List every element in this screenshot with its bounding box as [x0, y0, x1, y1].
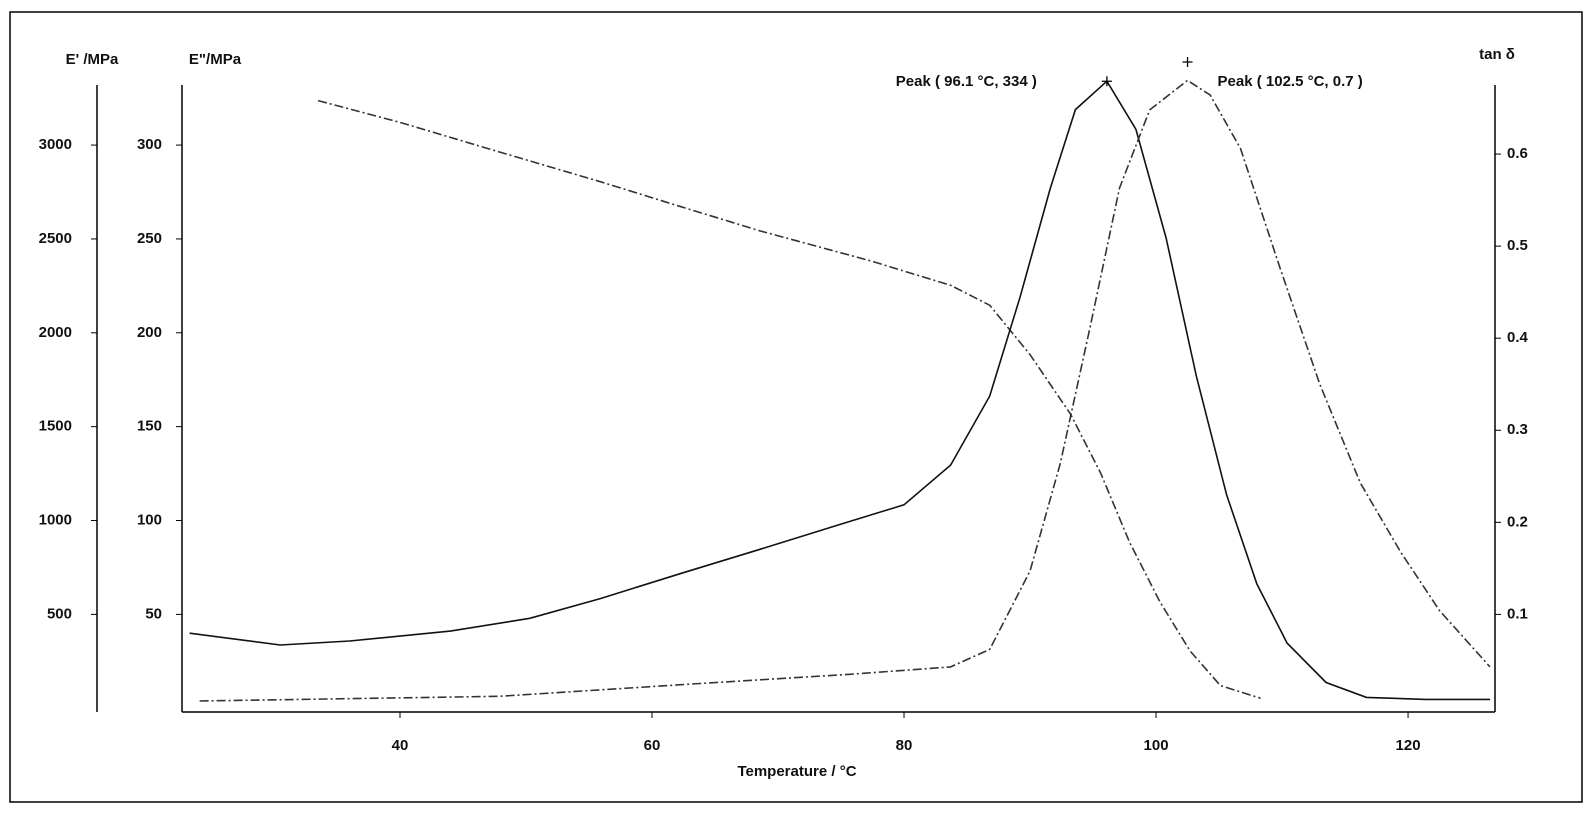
y-tick-label: 2000 [39, 324, 72, 341]
data-line [199, 79, 1491, 702]
y-tick-label: 2500 [39, 230, 72, 247]
data-line [189, 79, 1490, 701]
x-tick-label: 120 [1396, 737, 1421, 754]
peak-marker [1101, 76, 1112, 87]
y-tick-label: 3000 [39, 136, 72, 153]
y-tick-label: 0.5 [1507, 237, 1528, 254]
y-tick-label: 50 [145, 605, 162, 622]
y-tick-label: 200 [137, 324, 162, 341]
y2-axis-title: tan δ [1479, 46, 1515, 63]
frame [9, 11, 1583, 803]
y-tick-label: 150 [137, 418, 162, 435]
y3-axis-title: E' /MPa [66, 51, 119, 68]
y-tick-label: 0.2 [1507, 513, 1528, 530]
y-axis-title: E"/MPa [189, 51, 242, 68]
y-tick-label: 1500 [39, 418, 72, 435]
y-tick-label: 250 [137, 230, 162, 247]
y-tick-label: 500 [47, 605, 72, 622]
y-tick-label: 0.1 [1507, 605, 1528, 622]
x-tick-label: 60 [644, 737, 661, 754]
y-tick-label: 300 [137, 136, 162, 153]
annotation: Peak ( 102.5 °C, 0.7 ) [1218, 73, 1363, 90]
y-tick-label: 0.6 [1507, 145, 1528, 162]
peak-marker [1182, 56, 1193, 67]
y-tick-label: 0.4 [1507, 329, 1529, 346]
y-tick-label: 0.3 [1507, 421, 1528, 438]
annotation: Peak ( 96.1 °C, 334 ) [896, 73, 1037, 90]
x-tick-label: 40 [392, 737, 409, 754]
x-tick-label: 80 [896, 737, 913, 754]
x-axis-title: Temperature / °C [737, 763, 856, 780]
data-line [317, 99, 1261, 700]
y-tick-label: 100 [137, 511, 162, 528]
x-tick-label: 100 [1144, 737, 1169, 754]
y-tick-label: 1000 [39, 511, 72, 528]
